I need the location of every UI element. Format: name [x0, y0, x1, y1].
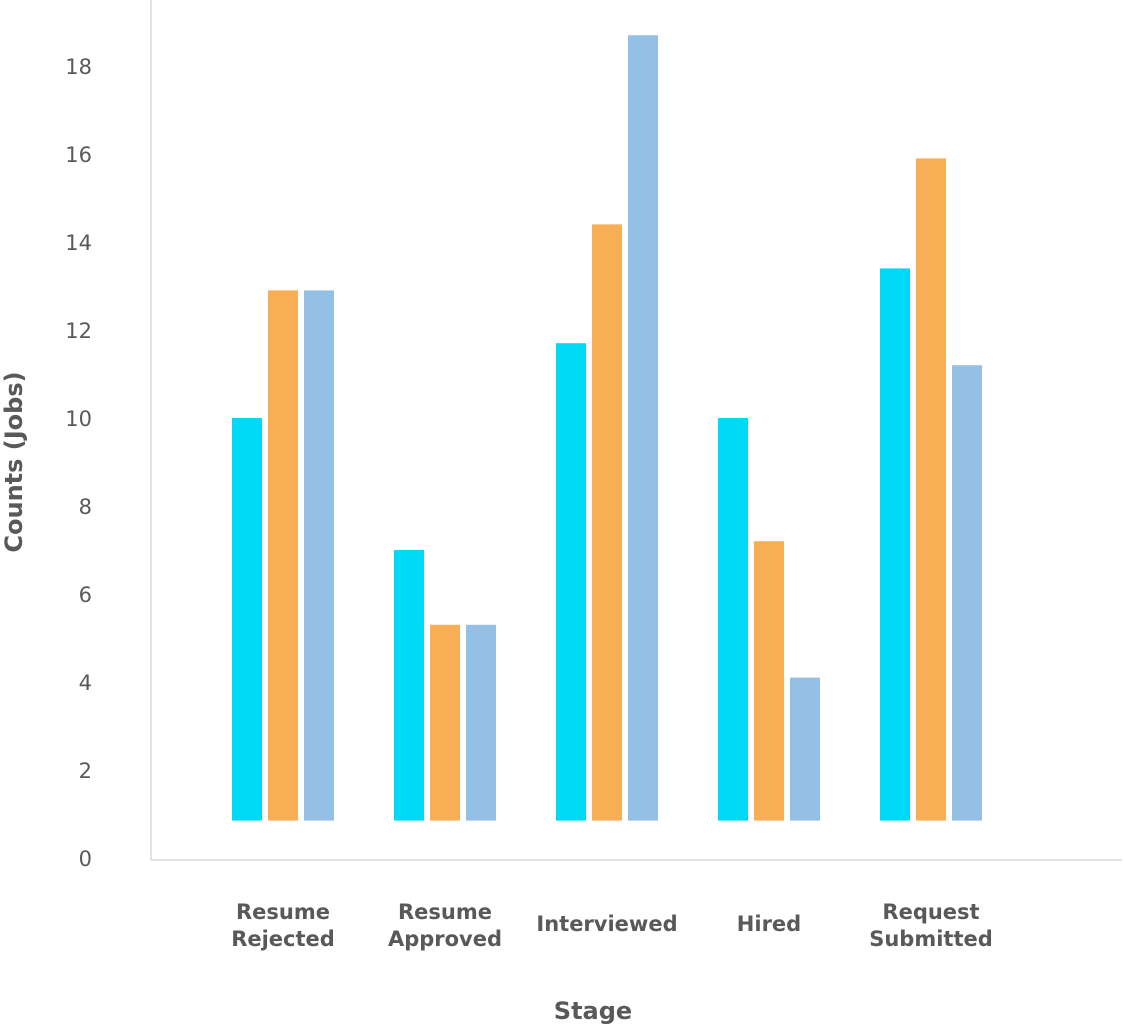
x-tick-label: Request Submitted [869, 900, 993, 951]
y-tick-label: 10 [65, 407, 92, 431]
y-tick-label: 14 [65, 231, 92, 255]
x-tick-label: Interviewed [536, 912, 677, 936]
bar [466, 624, 496, 821]
y-tick-label: 18 [65, 55, 92, 79]
x-tick-label-line: Rejected [231, 927, 335, 951]
x-tick-label: Resume Rejected [231, 900, 335, 951]
x-axis-title: Stage [554, 997, 632, 1025]
bar [952, 365, 982, 821]
x-tick-label-line: Interviewed [536, 912, 677, 936]
y-tick-label: 12 [65, 319, 92, 343]
y-axis-title: Counts (Jobs) [0, 371, 28, 552]
y-tick-label: 4 [79, 671, 92, 695]
x-tick-label-line: Hired [737, 912, 801, 936]
x-tick-label-line: Submitted [869, 927, 993, 951]
chart-axes [150, 0, 1122, 861]
y-tick-label: 0 [79, 847, 92, 871]
bar [880, 268, 910, 821]
x-tick-label-line: Resume [398, 900, 492, 924]
bar [394, 550, 424, 821]
bar [592, 224, 622, 821]
x-tick-label-line: Request [882, 900, 979, 924]
bar [556, 343, 586, 821]
y-tick-label: 2 [79, 759, 92, 783]
bar [916, 158, 946, 821]
y-tick-label: 6 [79, 583, 92, 607]
bar [754, 541, 784, 821]
x-tick-label-line: Approved [388, 927, 502, 951]
bar [718, 418, 748, 821]
x-tick-label: Hired [737, 912, 801, 936]
bar [304, 290, 334, 821]
y-tick-labels: 0 2 4 6 8 10 12 14 16 18 [65, 55, 92, 871]
bar [232, 418, 262, 821]
bar [430, 624, 460, 821]
x-category-labels: Resume Rejected Resume Approved Interviewed H… [231, 900, 993, 951]
y-tick-label: 8 [79, 495, 92, 519]
y-tick-label: 16 [65, 143, 92, 167]
bar [628, 35, 658, 821]
bar [790, 677, 820, 821]
bar [268, 290, 298, 821]
bar-series [232, 35, 982, 821]
x-tick-label: Resume Approved [388, 900, 502, 951]
x-tick-label-line: Resume [236, 900, 330, 924]
